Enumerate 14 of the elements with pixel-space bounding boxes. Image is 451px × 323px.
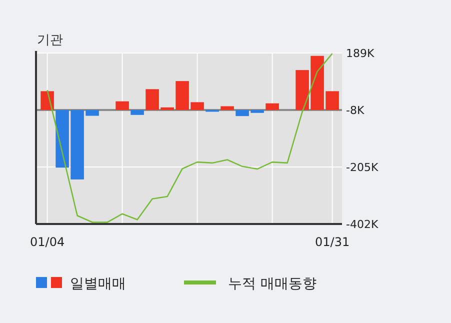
bar (40, 91, 54, 110)
chart-title: 기관 (37, 33, 63, 48)
y-tick-label: -205K (346, 161, 379, 174)
y-tick-label: 189K (346, 47, 375, 60)
y-tick-label: -8K (346, 104, 365, 117)
bar (266, 103, 279, 110)
y-tick-label: -402K (346, 218, 379, 231)
legend-label: 누적 매매동향 (228, 276, 316, 292)
legend-label: 일별매매 (70, 276, 126, 292)
bar (116, 101, 129, 110)
x-tick-label: 01/04 (30, 235, 65, 249)
bar (130, 110, 144, 115)
x-tick-label: 01/31 (315, 235, 350, 249)
bar (220, 106, 234, 110)
